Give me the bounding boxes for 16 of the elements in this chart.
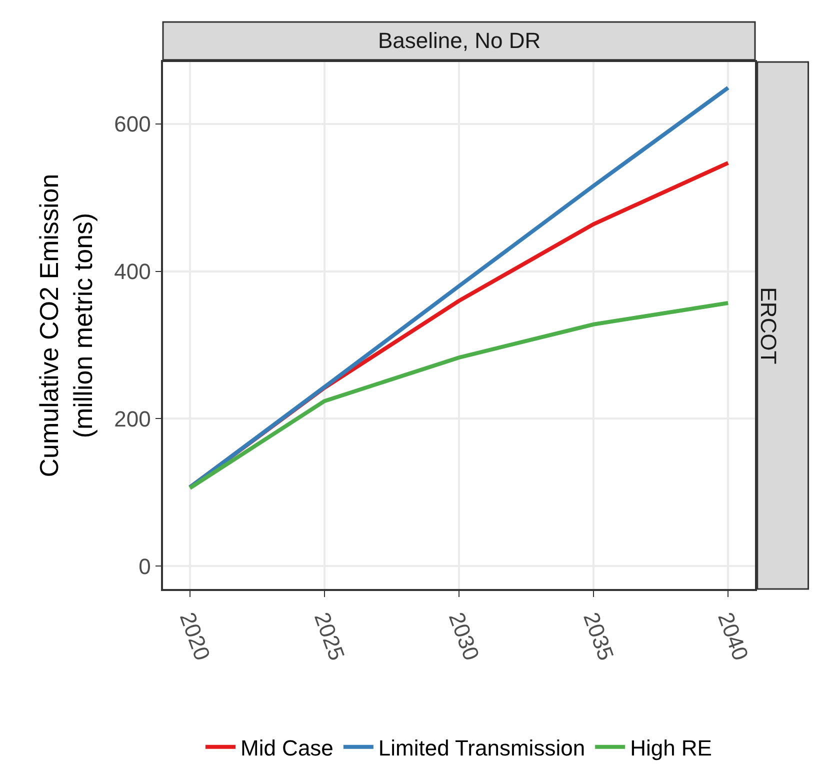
x-tick-label: 2025 [309,609,350,664]
y-tick-label: 200 [114,406,151,432]
y-tick-label: 400 [114,259,151,284]
x-tick-label: 2020 [174,609,216,664]
text: ERCOT [756,287,781,364]
legend-label: High RE [630,735,712,760]
text: Baseline, No DR [378,28,541,53]
y-tick-label: 600 [114,112,151,137]
legend-label: Mid Case [240,735,334,760]
legend-label: Limited Transmission [378,735,586,760]
line-series [188,301,730,490]
y-axis-title: Cumulative CO2 Emission (million metric tons) [34,174,98,478]
y-tick-label: 0 [138,554,151,579]
x-tick-label: 2035 [578,609,619,664]
x-tick-label: 2030 [444,609,484,664]
x-tick-label: 2040 [713,609,754,664]
